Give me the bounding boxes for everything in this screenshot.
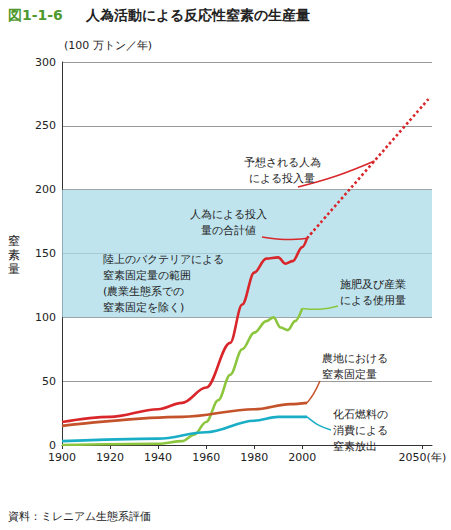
svg-text:図1-1-6: 図1-1-6 <box>8 7 63 23</box>
svg-text:2000: 2000 <box>288 451 316 464</box>
svg-text:窒素固定量の範囲: 窒素固定量の範囲 <box>103 269 191 282</box>
svg-text:施肥及び産業: 施肥及び産業 <box>340 278 406 291</box>
svg-text:200: 200 <box>35 183 56 196</box>
svg-text:1980: 1980 <box>240 451 268 464</box>
svg-text:50: 50 <box>42 375 56 388</box>
svg-text:人為による投入: 人為による投入 <box>190 208 267 221</box>
svg-text:1900: 1900 <box>48 451 76 464</box>
svg-text:化石燃料の: 化石燃料の <box>333 408 388 421</box>
svg-text:窒: 窒 <box>8 234 20 248</box>
svg-text:による投入量: による投入量 <box>249 172 315 185</box>
svg-text:人為活動による反応性窒素の生産量: 人為活動による反応性窒素の生産量 <box>85 7 310 23</box>
svg-text:(100 万トン／年): (100 万トン／年) <box>64 39 152 52</box>
svg-text:(農業生態系での: (農業生態系での <box>103 285 184 298</box>
svg-text:農地における: 農地における <box>322 352 388 365</box>
svg-text:資料：ミレニアム生態系評価: 資料：ミレニアム生態系評価 <box>8 510 151 523</box>
svg-text:量の合計値: 量の合計値 <box>201 224 256 237</box>
svg-text:窒素固定を除く): 窒素固定を除く) <box>103 301 184 314</box>
svg-text:陸上のバクテリアによる: 陸上のバクテリアによる <box>103 253 224 266</box>
svg-text:消費による: 消費による <box>333 424 388 437</box>
svg-text:2050(年): 2050(年) <box>399 451 447 464</box>
svg-text:窒素放出: 窒素放出 <box>333 440 377 453</box>
svg-text:窒素固定量: 窒素固定量 <box>322 368 377 381</box>
svg-text:150: 150 <box>35 247 56 260</box>
svg-text:300: 300 <box>35 56 56 69</box>
svg-text:250: 250 <box>35 119 56 132</box>
svg-text:0: 0 <box>49 439 56 452</box>
svg-text:予想される人為: 予想される人為 <box>244 156 321 169</box>
svg-text:1920: 1920 <box>96 451 124 464</box>
svg-text:1940: 1940 <box>144 451 172 464</box>
svg-text:1960: 1960 <box>192 451 220 464</box>
svg-text:量: 量 <box>8 262 20 276</box>
svg-text:による使用量: による使用量 <box>340 294 406 307</box>
svg-text:100: 100 <box>35 311 56 324</box>
svg-text:素: 素 <box>8 248 20 262</box>
